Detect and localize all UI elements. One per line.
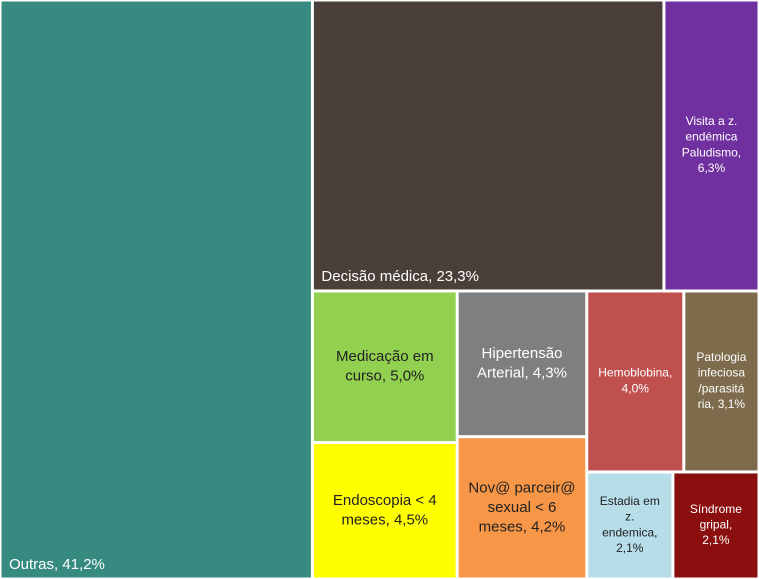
label-line: Visita a z. (686, 114, 738, 128)
label-line: gripal, (700, 518, 733, 532)
tile-label: Estadia em z. endemica, 2,1% (600, 494, 660, 555)
label-line: Decisão médica, 23,3% (321, 268, 479, 285)
label-line: Arterial, 4,3% (477, 365, 567, 382)
treemap-tile (588, 473, 672, 578)
label-line: Endoscopia < 4 (333, 492, 437, 509)
label-line: Medicação em (336, 348, 434, 365)
label-line: ria, 3,1% (698, 397, 746, 411)
tile-label: Hipertensão Arterial, 4,3% (477, 345, 567, 382)
treemap-tile (674, 473, 758, 578)
label-line: endémica (685, 130, 737, 144)
treemap-tile (313, 444, 456, 578)
label-line: Patologia (696, 350, 746, 364)
label-line: meses, 4,5% (341, 512, 428, 529)
treemap-tile (458, 438, 586, 578)
label-line: sexual < 6 (488, 499, 557, 516)
label-line: 2,1% (616, 541, 644, 555)
label-line: 4,0% (622, 381, 650, 395)
label-line: Nov@ parceir@ (468, 479, 575, 496)
label-line: /parasitá (698, 381, 744, 395)
treemap-tile (458, 292, 586, 436)
label-line: infeciosa (698, 366, 746, 380)
label-line: curso, 5,0% (345, 367, 424, 384)
label-line: Paludismo, (682, 145, 741, 159)
tile-label: Decisão médica, 23,3% (321, 268, 479, 285)
label-line: meses, 4,2% (479, 518, 566, 535)
tile-label: Síndrome gripal, 2,1% (690, 502, 742, 547)
tile-label: Visita a z. endémica Paludismo, 6,3% (682, 114, 741, 175)
tile-label: Medicação em curso, 5,0% (336, 348, 434, 385)
label-line: Hipertensão (482, 345, 563, 362)
treemap-tile (313, 292, 456, 442)
tile-label: Hemoblobina, 4,0% (598, 366, 672, 396)
treemap-tile (588, 292, 683, 471)
label-line: Hemoblobina, (598, 366, 672, 380)
treemap-tile (665, 1, 758, 290)
label-line: Síndrome (690, 502, 742, 516)
tile-label: Nov@ parceir@ sexual < 6 meses, 4,2% (468, 479, 575, 535)
treemap-tile (685, 292, 758, 471)
tile-label: Outras, 41,2% (9, 556, 105, 573)
label-line: z. (625, 510, 634, 524)
label-line: 6,3% (698, 161, 726, 175)
label-line: 2,1% (702, 533, 730, 547)
tile-label: Endoscopia < 4 meses, 4,5% (333, 492, 437, 529)
treemap-tile (1, 1, 311, 578)
label-line: Outras, 41,2% (9, 556, 105, 573)
label-line: Estadia em (600, 494, 660, 508)
tile-label: Patologia infeciosa/parasitá ria, 3,1% (696, 350, 746, 411)
treemap-tile (313, 1, 663, 290)
label-line: endemica, (602, 525, 657, 539)
